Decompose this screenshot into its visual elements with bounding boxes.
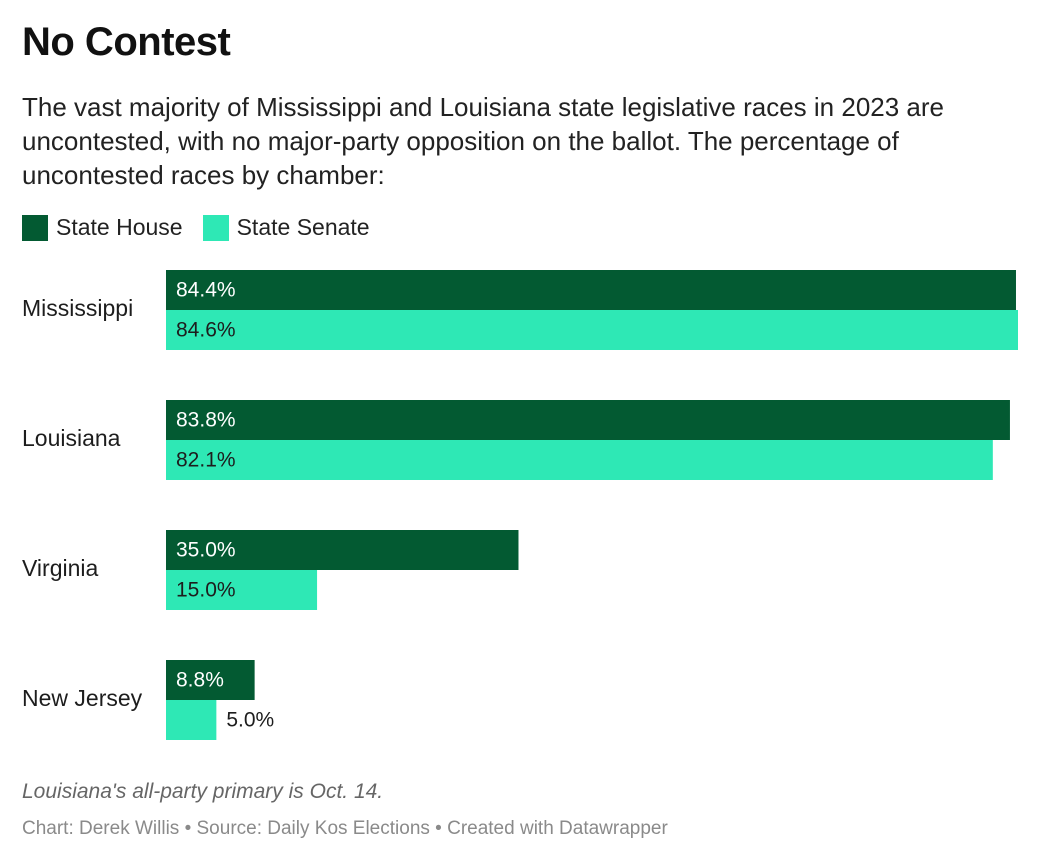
bar-new-jersey-state-house (166, 660, 255, 700)
bar-mississippi-state-house (166, 270, 1016, 310)
value-label-virginia-state-house: 35.0% (176, 539, 236, 562)
category-label-mississippi: Mississippi (22, 295, 133, 321)
legend-swatch-state-senate (202, 214, 229, 241)
chart-title: No Contest (22, 20, 231, 64)
bar-virginia-state-senate (166, 570, 318, 610)
bar-virginia-state-house (166, 530, 519, 570)
bar-new-jersey-state-senate (166, 700, 217, 740)
chart-credits: Chart: Derek Willis • Source: Daily Kos … (22, 818, 668, 839)
value-label-louisiana-state-house: 83.8% (176, 409, 236, 432)
category-label-louisiana: Louisiana (22, 425, 121, 451)
bar-mississippi-state-senate (166, 310, 1018, 350)
chart-note: Louisiana's all-party primary is Oct. 14… (22, 780, 384, 803)
category-label-virginia: Virginia (22, 555, 98, 581)
bar-chart: Mississippi 84.4% 84.6% Louisiana 83.8% 82.1%… (22, 270, 1018, 740)
legend-item-state-senate: State Senate (202, 214, 370, 241)
legend-swatch-state-house (22, 214, 48, 241)
value-label-mississippi-state-senate: 84.6% (176, 319, 236, 342)
legend: State House State Senate (22, 214, 390, 241)
legend-label-state-house: State House (56, 214, 183, 240)
legend-item-state-house: State House (22, 214, 183, 241)
value-label-mississippi-state-house: 84.4% (176, 279, 236, 302)
category-label-new-jersey: New Jersey (22, 685, 143, 711)
value-label-new-jersey-state-senate: 5.0% (226, 709, 274, 732)
value-label-virginia-state-senate: 15.0% (176, 579, 236, 602)
value-label-louisiana-state-senate: 82.1% (176, 449, 236, 472)
bar-louisiana-state-senate (166, 440, 993, 480)
bar-louisiana-state-house (166, 400, 1010, 440)
value-label-new-jersey-state-house: 8.8% (176, 669, 224, 692)
chart-subtitle: The vast majority of Mississippi and Lou… (22, 92, 945, 190)
legend-label-state-senate: State Senate (236, 214, 370, 240)
